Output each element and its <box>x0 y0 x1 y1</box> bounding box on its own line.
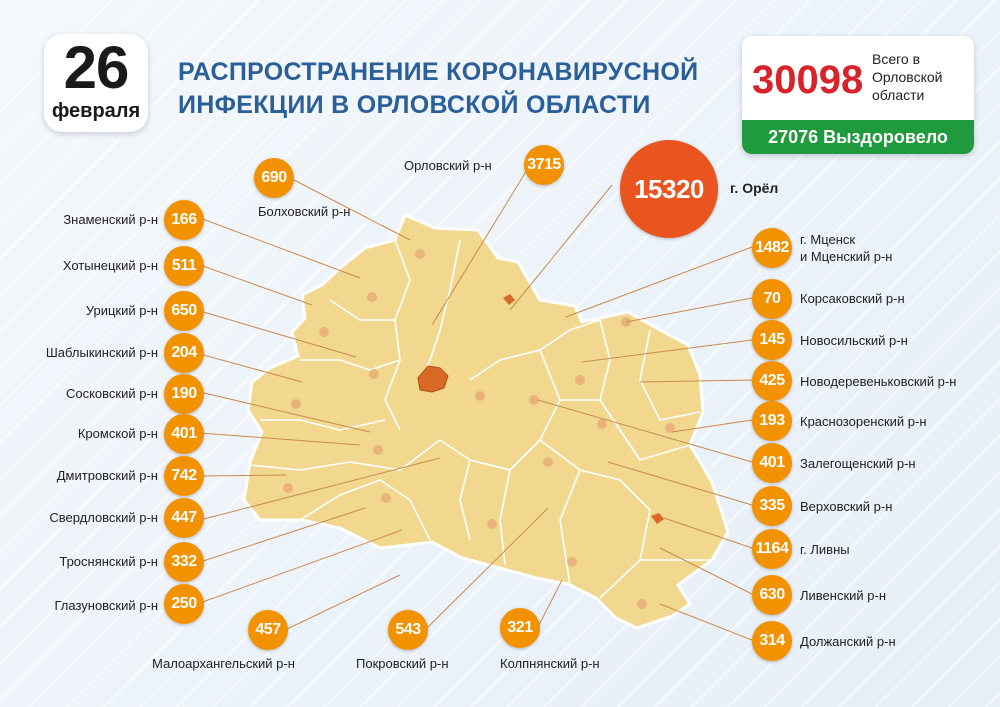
label-orlovsky: Орловский р-н <box>404 158 492 173</box>
badge-shablykinsky: 204 <box>164 333 204 373</box>
label-livny: г. Ливны <box>800 542 850 557</box>
badge-livensky: 630 <box>752 575 792 615</box>
label-sverdlovsky: Свердловский р-н <box>49 510 158 525</box>
livny-city-area <box>651 513 664 524</box>
total-value: 30098 <box>752 58 864 102</box>
label-uritsky: Урицкий р-н <box>85 303 158 318</box>
label-kolpnyansky: Колпнянский р-н <box>500 656 600 671</box>
district-borders <box>249 239 712 599</box>
label-korsakovsky: Корсаковский р-н <box>800 291 905 306</box>
oryol-city-area <box>417 365 449 393</box>
badge-bolkhovsky: 690 <box>254 158 294 198</box>
badge-novosilsky: 145 <box>752 320 792 360</box>
label-glazunovsky: Глазуновский р-н <box>54 598 158 613</box>
badge-verkhovsky: 335 <box>752 486 792 526</box>
label-maloarkhangelsky: Малоархангельский р-н <box>152 656 295 671</box>
badge-korsakovsky: 70 <box>752 279 792 319</box>
badge-kolpnyansky: 321 <box>500 608 540 648</box>
oryol-oblast-outline <box>242 213 730 630</box>
label-shablykinsky: Шаблыкинский р-н <box>45 345 158 360</box>
label-dolzhansky: Должанский р-н <box>800 634 896 649</box>
badge-livny: 1164 <box>752 529 792 569</box>
label-trosnyansky: Троснянский р-н <box>59 554 158 569</box>
date-month: февраля <box>51 100 141 122</box>
badge-glazunovsky: 250 <box>164 584 204 624</box>
recovered-bar: 27076 Выздоровело <box>742 120 974 154</box>
badge-zalegoshchensky: 401 <box>752 443 792 483</box>
date-day: 26 <box>63 34 130 101</box>
badge-mtsensk: 1482 <box>752 228 792 268</box>
badge-uritsky: 650 <box>164 291 204 331</box>
label-bolkhovsky: Болховский р-н <box>258 204 351 219</box>
badge-kromskoy: 401 <box>164 414 204 454</box>
label-oryol: г. Орёл <box>730 180 779 196</box>
label-verkhovsky: Верховский р-н <box>800 499 893 514</box>
label-znamensky: Знаменский р-н <box>63 212 158 227</box>
badge-oryol: 15320 <box>620 140 718 238</box>
total-label: Всего в Орловской области <box>872 51 943 103</box>
badge-trosnyansky: 332 <box>164 542 204 582</box>
badge-orlovsky: 3715 <box>524 145 564 185</box>
label-novosilsky: Новосильский р-н <box>800 333 908 348</box>
badge-dolzhansky: 314 <box>752 621 792 661</box>
page-title: РАСПРОСТРАНЕНИЕ КОРОНАВИРУСНОЙ ИНФЕКЦИИ … <box>178 56 718 122</box>
label-livensky: Ливенский р-н <box>800 588 887 603</box>
badge-pokrovsky: 543 <box>388 610 428 650</box>
badge-soskovsky: 190 <box>164 374 204 414</box>
label-mtsensk-line2: и Мценский р-н <box>800 249 893 264</box>
label-mtsensk-line1: г. Мценск <box>800 232 856 247</box>
badge-dmitrovsky: 742 <box>164 456 204 496</box>
title-line-1: РАСПРОСТРАНЕНИЕ КОРОНАВИРУСНОЙ <box>178 58 699 86</box>
label-soskovsky: Сосковский р-н <box>65 386 158 401</box>
mtsensk-city-area <box>503 294 515 305</box>
label-khotynetsky: Хотынецкий р-н <box>62 258 158 273</box>
label-kromskoy: Кромской р-н <box>77 426 158 441</box>
badge-khotynetsky: 511 <box>164 246 204 286</box>
badge-novoderevenkovsky: 425 <box>752 361 792 401</box>
leader-lines <box>199 164 753 641</box>
date-card: 26 февраля <box>44 34 148 132</box>
recovered-label: Выздоровело <box>823 127 948 147</box>
badge-sverdlovsky: 447 <box>164 498 204 538</box>
badge-krasnozorensky: 193 <box>752 401 792 441</box>
label-dmitrovsky: Дмитровский р-н <box>56 468 158 483</box>
label-novoderevenkovsky: Новодеревеньковский р-н <box>800 374 957 389</box>
title-line-2: ИНФЕКЦИИ В ОРЛОВСКОЙ ОБЛАСТИ <box>178 91 651 119</box>
district-dots <box>283 249 675 609</box>
label-krasnozorensky: Краснозоренский р-н <box>800 414 927 429</box>
label-zalegoshchensky: Залегощенский р-н <box>800 456 916 471</box>
total-card: 30098 Всего в Орловской области 27076 Вы… <box>742 36 974 154</box>
badge-znamensky: 166 <box>164 200 204 240</box>
badge-maloarkhangelsky: 457 <box>248 610 288 650</box>
label-pokrovsky: Покровский р-н <box>356 656 449 671</box>
recovered-value: 27076 <box>768 127 819 147</box>
